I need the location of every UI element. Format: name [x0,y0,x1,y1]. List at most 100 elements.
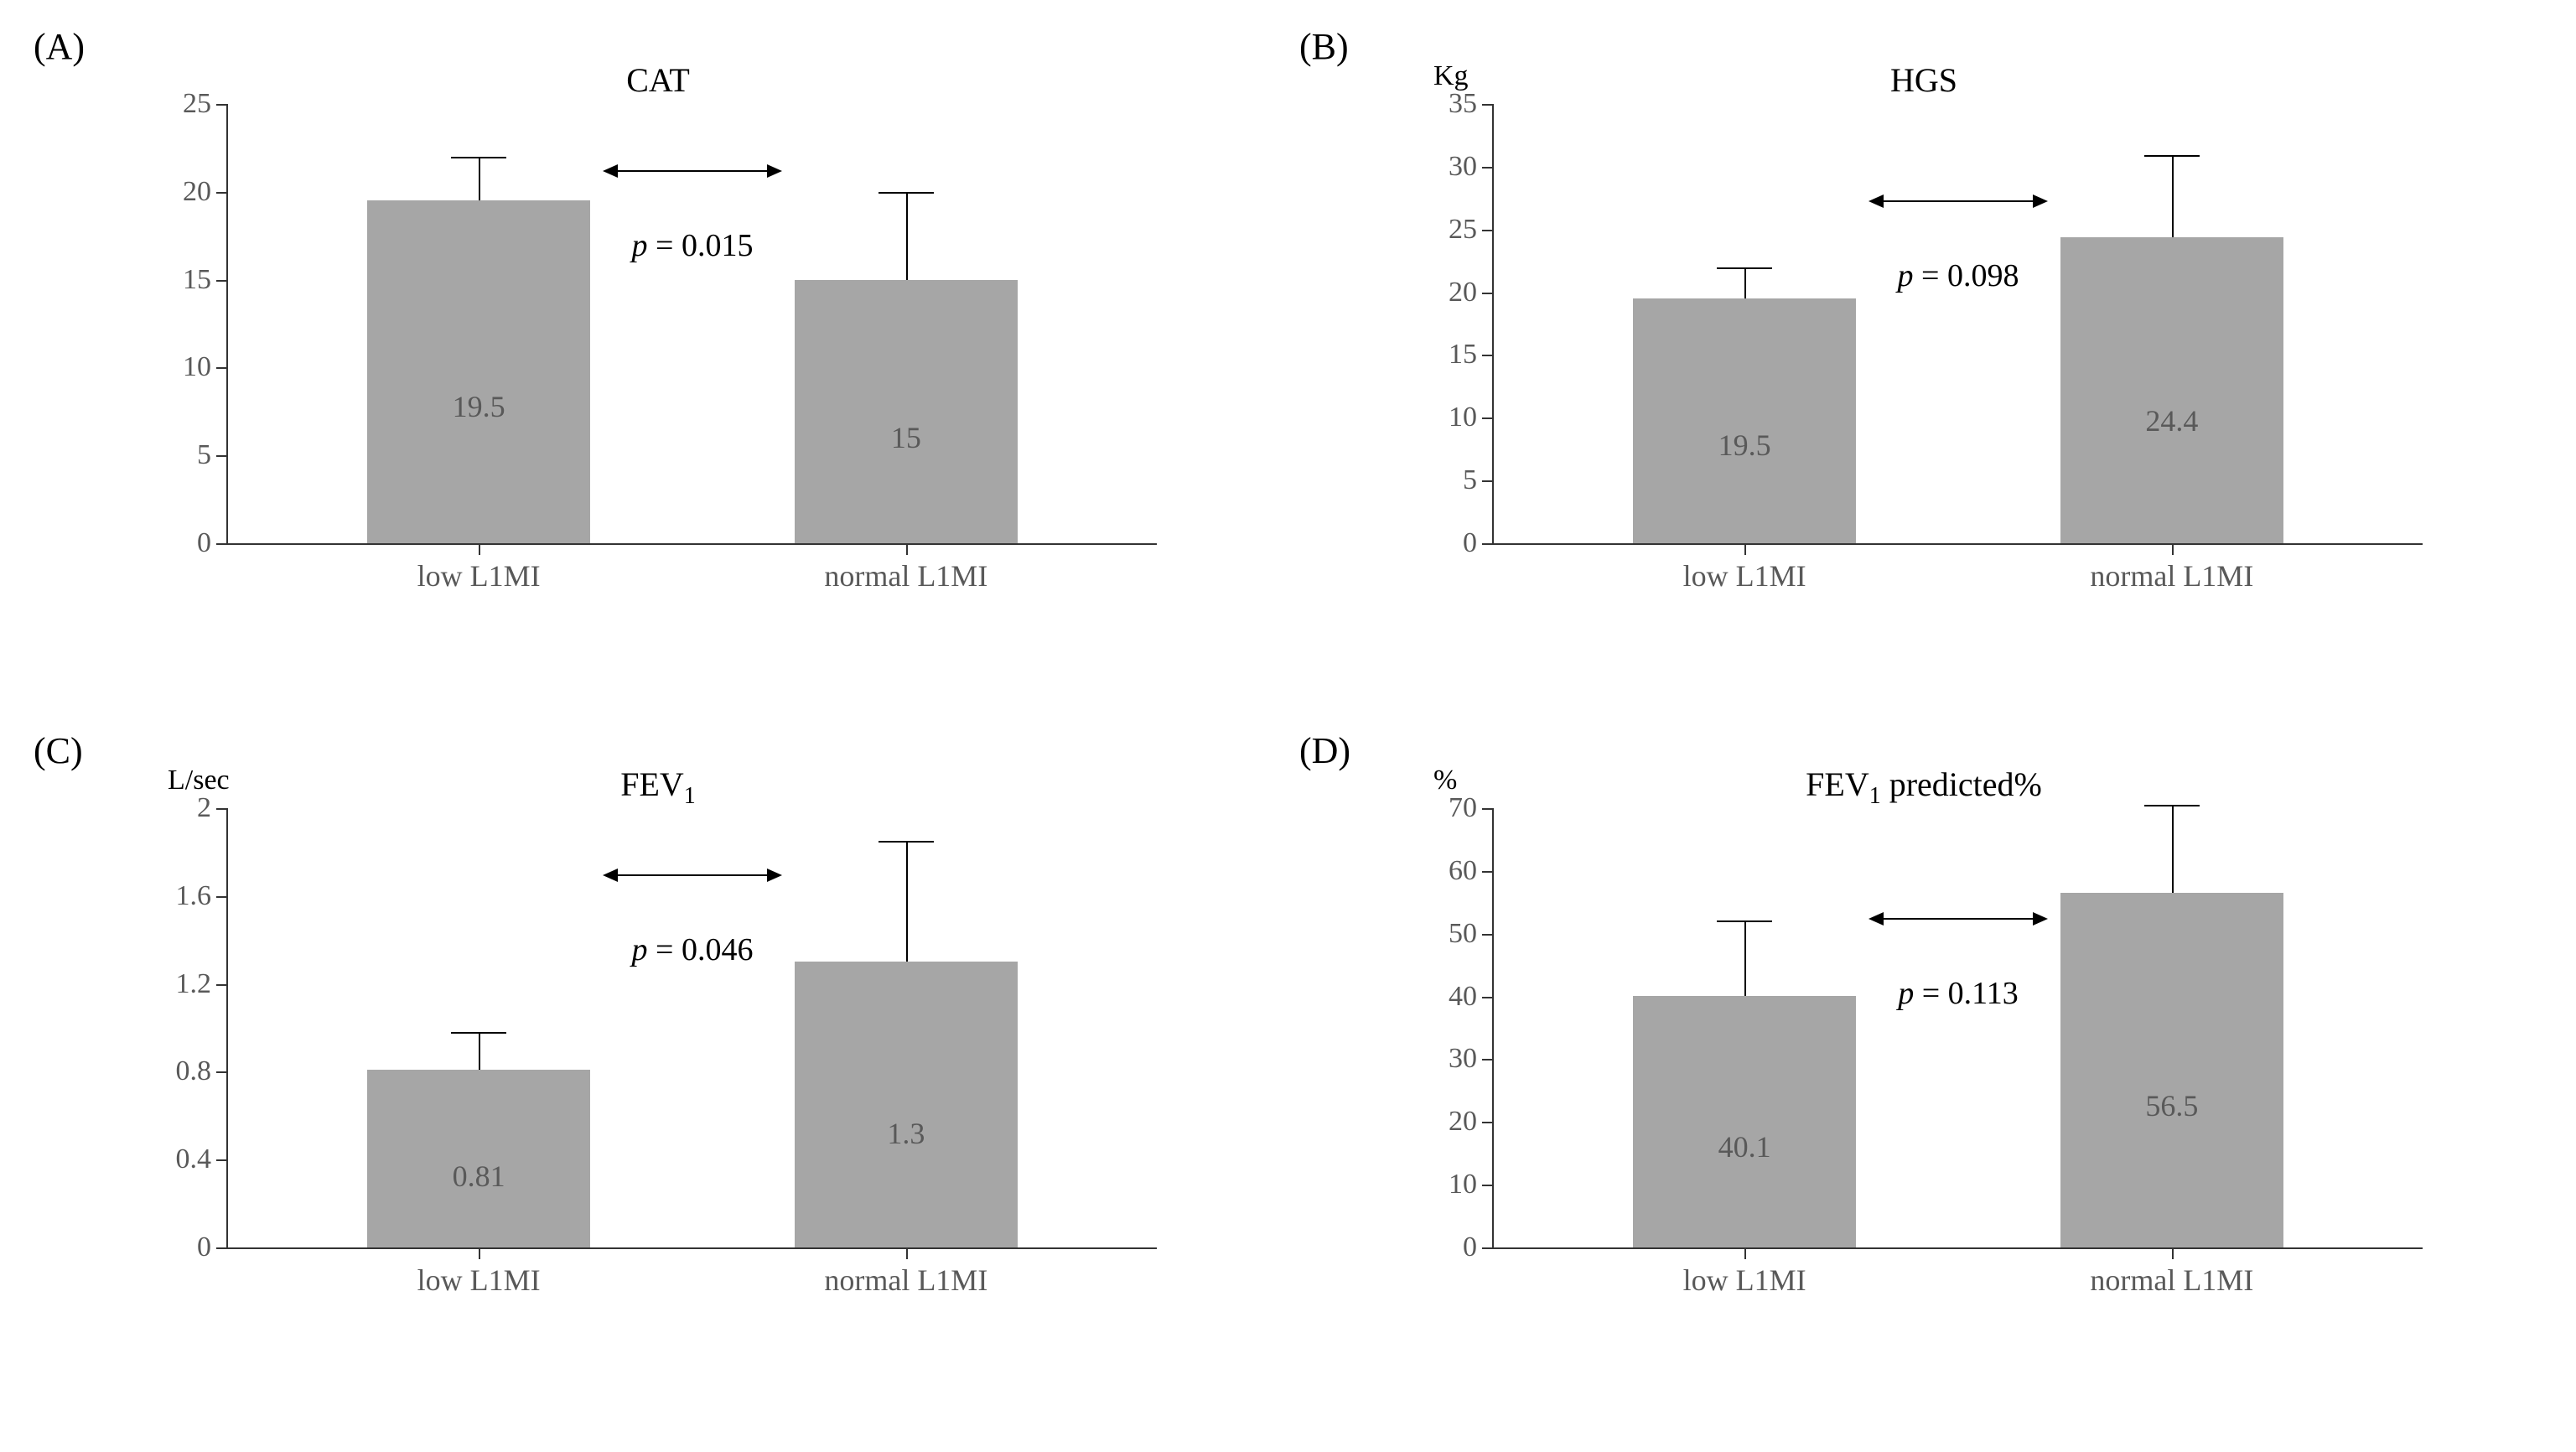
y-tick-label: 20 [1449,277,1477,309]
bar-value-label: 56.5 [2145,1088,2198,1123]
y-tick [1482,543,1492,545]
chart-title: CAT [626,60,690,100]
error-bar-stem [1744,267,1746,298]
bar-value-label: 1.3 [887,1116,925,1151]
p-value-label: p = 0.113 [1898,975,2019,1012]
plot-area: 051015202519.5low L1MI15normal L1MIp = 0… [226,104,1157,545]
y-tick [1482,871,1492,873]
panel-letter: (C) [34,729,83,772]
plot-area: 00.40.81.21.620.81low L1MI1.3normal L1MI… [226,808,1157,1249]
y-tick [1482,997,1492,998]
y-tick [1482,1122,1492,1123]
arrow-head-right-icon [767,869,782,882]
y-tick [216,896,226,898]
x-tick-label: low L1MI [1683,1263,1806,1298]
error-bar-cap [451,1032,506,1034]
x-tick-label: normal L1MI [824,1263,987,1298]
y-tick-label: 5 [197,439,211,471]
panel-a: (A)CAT051015202519.5low L1MI15normal L1M… [34,34,1199,671]
y-tick-label: 60 [1449,855,1477,887]
y-tick-label: 0.4 [176,1143,212,1175]
y-tick-label: 0 [197,1232,211,1263]
y-tick-label: 0.8 [176,1055,212,1087]
x-tick-label: low L1MI [1683,558,1806,594]
comparison-arrow-line [604,170,781,172]
bar-value-label: 15 [891,420,921,455]
y-tick [216,1071,226,1073]
bar: 15 [795,280,1018,543]
x-tick [1744,1249,1746,1259]
arrow-head-left-icon [603,164,618,178]
y-tick [1482,355,1492,356]
y-tick-label: 20 [183,176,211,208]
panel-d: (D)FEV1 predicted%%01020304050607040.1lo… [1299,738,2465,1375]
y-tick-label: 1.2 [176,968,212,1000]
y-tick-label: 15 [1449,339,1477,371]
x-tick [479,1249,480,1259]
x-tick [2172,545,2174,555]
panel-c: (C)FEV1L/sec00.40.81.21.620.81low L1MI1.… [34,738,1199,1375]
arrow-head-left-icon [603,869,618,882]
x-tick [906,1249,908,1259]
y-tick [216,367,226,369]
p-value-label: p = 0.046 [632,931,754,968]
error-bar-stem [479,157,480,200]
bar: 40.1 [1633,996,1856,1247]
chart-wrap: HGSKg0510152025303519.5low L1MI24.4norma… [1417,67,2431,620]
y-tick-label: 70 [1449,792,1477,824]
plot-area: 01020304050607040.1low L1MI56.5normal L1… [1492,808,2423,1249]
y-tick-label: 0 [1463,527,1477,559]
arrow-head-right-icon [2033,194,2048,208]
x-tick [1744,545,1746,555]
error-bar-stem [479,1032,480,1070]
panel-letter: (A) [34,25,85,68]
bar-value-label: 0.81 [453,1159,505,1194]
y-tick-label: 20 [1449,1106,1477,1138]
bar-value-label: 19.5 [453,389,505,424]
y-tick [216,1159,226,1161]
x-tick [2172,1249,2174,1259]
bar-value-label: 19.5 [1718,428,1771,463]
x-tick-label: normal L1MI [2090,558,2253,594]
y-tick [216,1247,226,1249]
comparison-arrow-line [1870,200,2047,202]
chart-grid: (A)CAT051015202519.5low L1MI15normal L1M… [34,34,2465,1375]
x-tick-label: low L1MI [417,1263,541,1298]
bar: 56.5 [2060,893,2283,1247]
y-tick [1482,1059,1492,1060]
x-tick [906,545,908,555]
x-tick-label: normal L1MI [2090,1263,2253,1298]
arrow-head-left-icon [1869,912,1884,926]
chart-wrap: CAT051015202519.5low L1MI15normal L1MIp … [151,67,1165,620]
y-tick [1482,167,1492,169]
y-tick [1482,934,1492,936]
chart-title: FEV1 predicted% [1806,765,2042,810]
y-tick-label: 10 [1449,402,1477,433]
x-tick-label: normal L1MI [824,558,987,594]
plot-area: 0510152025303519.5low L1MI24.4normal L1M… [1492,104,2423,545]
comparison-arrow-line [1870,918,2047,920]
y-tick-label: 10 [183,351,211,383]
error-bar-stem [1744,920,1746,996]
y-tick-label: 40 [1449,981,1477,1013]
bar: 1.3 [795,962,1018,1247]
error-bar-cap [1717,267,1772,269]
y-tick [1482,104,1492,106]
y-tick-label: 10 [1449,1169,1477,1200]
bar-value-label: 40.1 [1718,1129,1771,1164]
y-tick-label: 1.6 [176,880,212,912]
p-value-label: p = 0.098 [1898,257,2019,294]
y-tick [1482,808,1492,810]
y-tick [1482,230,1492,231]
error-bar-stem [2172,805,2174,893]
y-tick [216,984,226,986]
error-bar-cap [1717,920,1772,922]
y-tick-label: 25 [183,88,211,120]
panel-letter: (B) [1299,25,1349,68]
bar: 19.5 [367,200,590,543]
bar: 0.81 [367,1070,590,1247]
y-tick-label: 0 [197,527,211,559]
y-tick-label: 30 [1449,151,1477,183]
arrow-head-right-icon [2033,912,2048,926]
chart-wrap: FEV1L/sec00.40.81.21.620.81low L1MI1.3no… [151,771,1165,1325]
